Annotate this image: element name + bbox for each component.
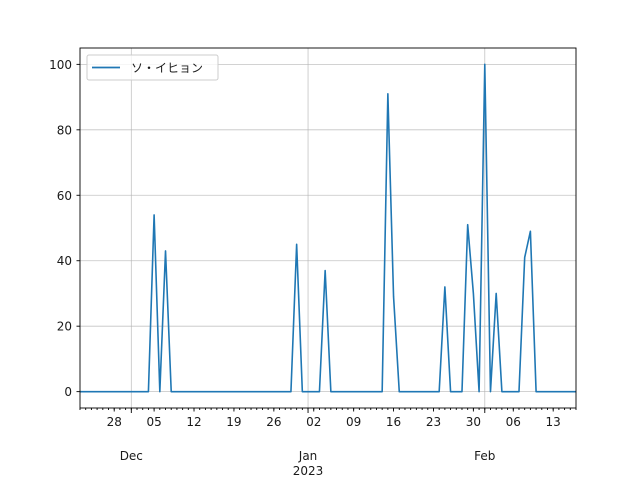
x-tick-label: 06: [506, 415, 521, 429]
y-tick-label: 0: [64, 385, 72, 399]
x-month-label: Jan: [298, 449, 318, 463]
x-tick-label: 23: [426, 415, 441, 429]
plot-area-frame: [79, 47, 577, 409]
x-tick-label: 16: [386, 415, 401, 429]
y-tick-label: 20: [57, 320, 72, 334]
x-tick-label: 09: [346, 415, 361, 429]
y-tick-label: 100: [49, 58, 72, 72]
x-tick-label: 05: [146, 415, 161, 429]
y-tick-label: 60: [57, 189, 72, 203]
series-line: [80, 63, 576, 393]
y-axis: 0 20 40 60 80 100: [49, 58, 80, 399]
x-year-label: 2023: [293, 464, 324, 478]
x-month-label: Feb: [474, 449, 495, 463]
x-tick-label: 19: [226, 415, 241, 429]
legend: ソ・イヒョン: [86, 54, 219, 81]
y-tick-label: 40: [57, 254, 72, 268]
x-tick-label: 12: [186, 415, 201, 429]
x-axis: 28 05 12 19 26 02 09 16 23 30 06 13 Dec Jan Feb 2023: [79, 408, 577, 478]
x-month-label: Dec: [120, 449, 143, 463]
y-tick-label: 80: [57, 123, 72, 137]
legend-box: [86, 54, 219, 81]
x-tick-label: 28: [107, 415, 122, 429]
x-tick-label: 13: [546, 415, 561, 429]
x-tick-label: 30: [466, 415, 481, 429]
x-tick-label: 02: [306, 415, 321, 429]
series-layer: [80, 63, 576, 393]
x-tick-label: 26: [266, 415, 281, 429]
legend-label: ソ・イヒョン: [131, 61, 203, 75]
